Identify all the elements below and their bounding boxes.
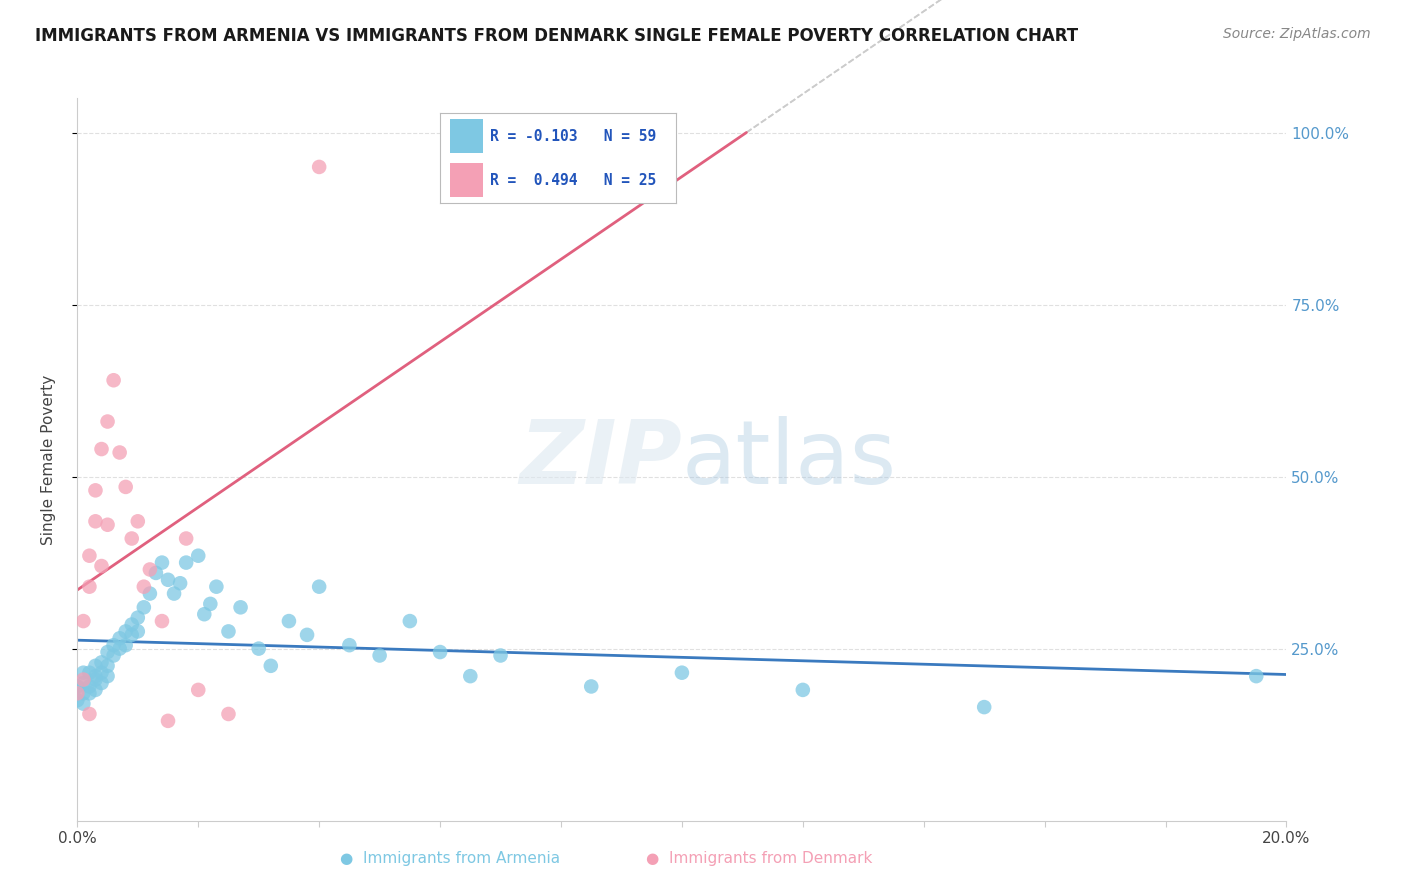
Point — [103, 638, 125, 652]
Text: ●  Immigrants from Armenia: ● Immigrants from Armenia — [340, 851, 560, 865]
Point — [368, 648, 391, 663]
Point — [174, 532, 197, 546]
Point — [90, 656, 112, 670]
Point — [169, 576, 191, 591]
Point — [278, 614, 301, 628]
Point — [163, 586, 186, 600]
Text: Source: ZipAtlas.com: Source: ZipAtlas.com — [1223, 27, 1371, 41]
Point — [108, 641, 131, 656]
Point — [108, 445, 131, 459]
Point — [132, 600, 155, 615]
Point — [96, 415, 118, 429]
Point — [489, 648, 512, 663]
Point — [139, 562, 162, 576]
Point — [127, 624, 149, 639]
Point — [108, 632, 131, 646]
Text: IMMIGRANTS FROM ARMENIA VS IMMIGRANTS FROM DENMARK SINGLE FEMALE POVERTY CORRELA: IMMIGRANTS FROM ARMENIA VS IMMIGRANTS FR… — [35, 27, 1078, 45]
Point — [193, 607, 215, 622]
Point — [90, 665, 112, 680]
Point — [308, 160, 330, 174]
Point — [121, 617, 143, 632]
Point — [247, 641, 270, 656]
Point — [139, 586, 162, 600]
Point — [114, 624, 136, 639]
Point — [337, 638, 360, 652]
Point — [66, 686, 89, 700]
Point — [399, 614, 422, 628]
Point — [84, 673, 107, 687]
Point — [187, 682, 209, 697]
Point — [72, 614, 94, 628]
Point — [973, 700, 995, 714]
Point — [72, 676, 94, 690]
Point — [90, 559, 112, 574]
Point — [132, 580, 155, 594]
Point — [157, 573, 180, 587]
Point — [72, 697, 94, 711]
Point — [260, 658, 283, 673]
Point — [581, 680, 603, 694]
Point — [72, 686, 94, 700]
Text: ZIP: ZIP — [519, 416, 682, 503]
Point — [96, 658, 118, 673]
Point — [96, 517, 118, 532]
Point — [127, 610, 149, 624]
Point — [79, 549, 101, 563]
Point — [103, 648, 125, 663]
Point — [458, 669, 481, 683]
Point — [103, 373, 125, 387]
Point — [66, 680, 89, 694]
Point — [205, 580, 228, 594]
Point — [150, 556, 173, 570]
Point — [84, 669, 107, 683]
Point — [79, 680, 101, 694]
Point — [114, 480, 136, 494]
Point — [79, 580, 101, 594]
Point — [308, 580, 330, 594]
Point — [174, 556, 197, 570]
Point — [792, 682, 814, 697]
Point — [72, 673, 94, 687]
Point — [96, 645, 118, 659]
Point — [218, 624, 240, 639]
Point — [96, 669, 118, 683]
Point — [90, 676, 112, 690]
Point — [1246, 669, 1268, 683]
Point — [114, 638, 136, 652]
Point — [127, 514, 149, 528]
Point — [84, 483, 107, 498]
Point — [200, 597, 222, 611]
Point — [157, 714, 180, 728]
Text: atlas: atlas — [682, 416, 897, 503]
Point — [84, 682, 107, 697]
Point — [84, 514, 107, 528]
Point — [121, 628, 143, 642]
Point — [145, 566, 167, 580]
Point — [187, 549, 209, 563]
Point — [671, 665, 693, 680]
Point — [121, 532, 143, 546]
Text: ●  Immigrants from Denmark: ● Immigrants from Denmark — [645, 851, 873, 865]
Point — [79, 706, 101, 721]
Y-axis label: Single Female Poverty: Single Female Poverty — [42, 375, 56, 544]
Point — [66, 693, 89, 707]
Point — [72, 665, 94, 680]
Point — [84, 658, 107, 673]
Point — [218, 706, 240, 721]
Point — [229, 600, 252, 615]
Point — [429, 645, 451, 659]
Point — [295, 628, 318, 642]
Point — [79, 686, 101, 700]
Point — [150, 614, 173, 628]
Point — [79, 665, 101, 680]
Point — [90, 442, 112, 456]
